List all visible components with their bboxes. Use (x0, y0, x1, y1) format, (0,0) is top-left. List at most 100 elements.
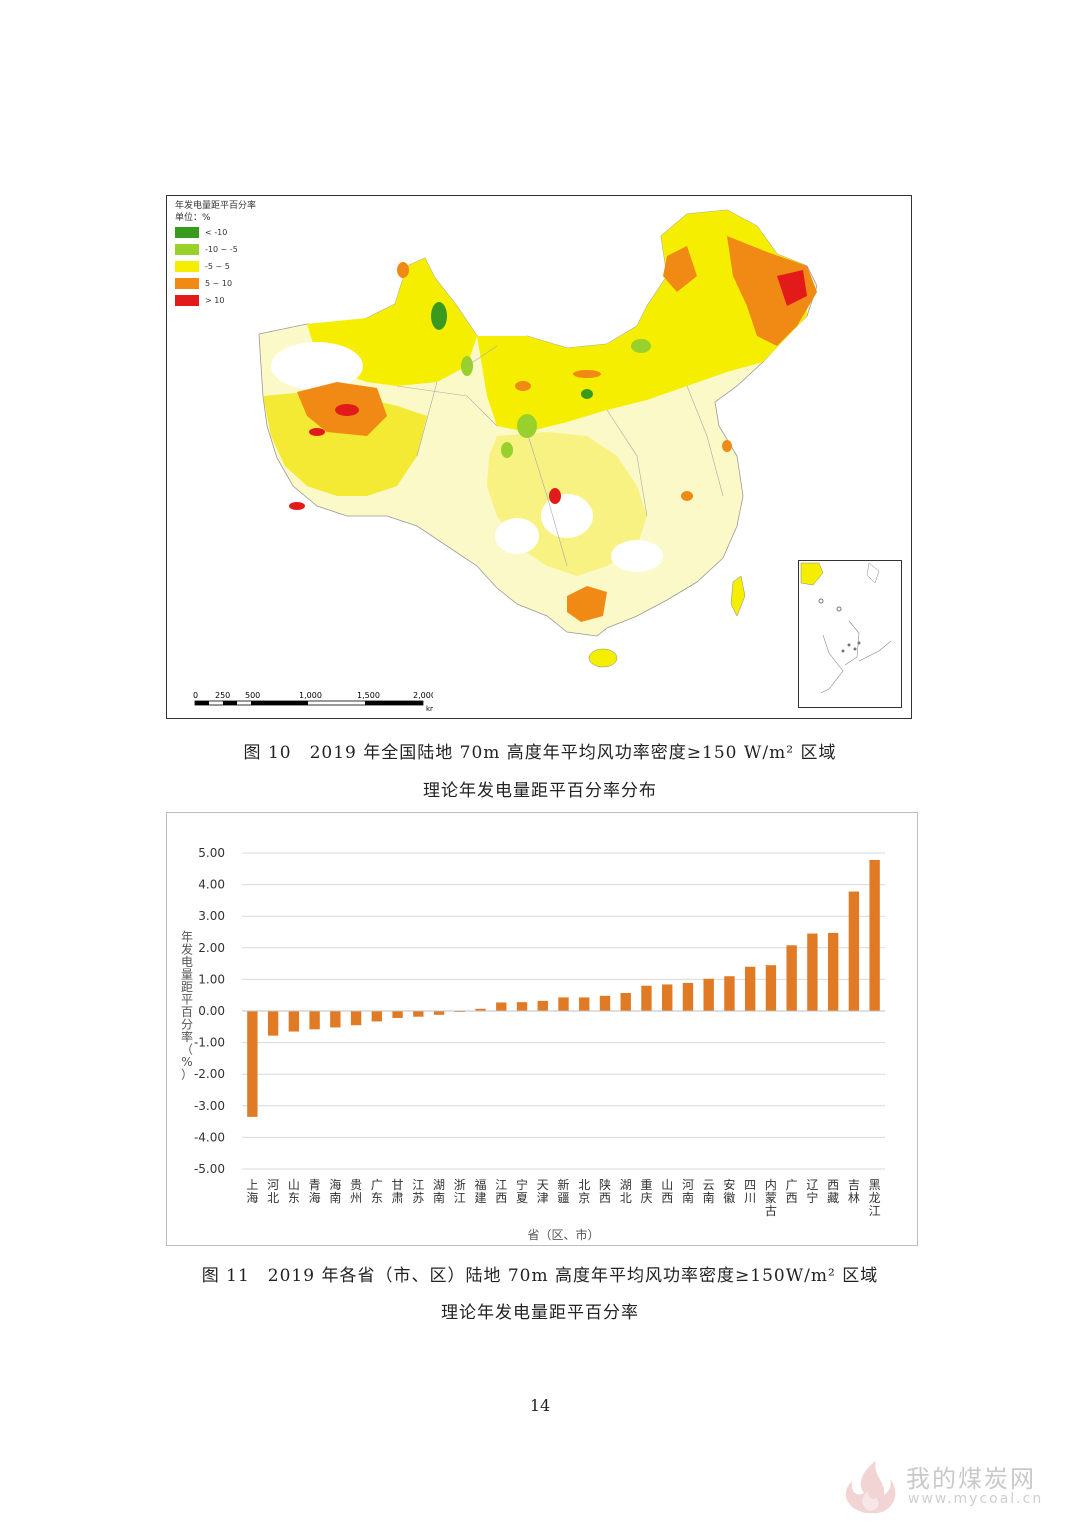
legend-label: < -10 (205, 227, 228, 237)
bar (765, 965, 777, 1011)
x-category-label: 甘肃 (392, 1178, 404, 1205)
x-category-label: 安徽 (723, 1177, 735, 1205)
x-category-label: 山东 (288, 1178, 300, 1205)
bar (350, 1011, 362, 1026)
bar (744, 966, 756, 1011)
x-category-label: 浙江 (454, 1178, 466, 1205)
x-category-label: 福建 (475, 1177, 487, 1205)
x-category-label: 西藏 (827, 1178, 839, 1205)
x-category-label: 吉林 (848, 1178, 860, 1205)
x-category-label: 江西 (495, 1178, 507, 1205)
y-tick-label: -3.00 (194, 1099, 225, 1113)
bar (807, 933, 818, 1011)
scale-bar-graphic: 0 250 500 1,000 1,500 2,000 km (193, 691, 433, 713)
bar (599, 995, 611, 1011)
scale-tick-label: 0 (193, 691, 198, 700)
scale-tick-label: 250 (215, 691, 230, 700)
x-category-label: 湖北 (620, 1177, 632, 1205)
map-legend: 年发电量距平百分率 单位：% < -10 -10 ~ -5 -5 ~ 5 5 ~… (175, 200, 256, 309)
scale-tick-label: 1,500 (357, 691, 380, 700)
y-tick-label: -1.00 (194, 1036, 225, 1050)
page-number: 14 (529, 1396, 551, 1415)
bar (641, 985, 652, 1011)
x-category-label: 河北 (267, 1178, 279, 1205)
legend-item: 5 ~ 10 (175, 275, 256, 292)
x-category-label: 广西 (786, 1178, 798, 1205)
bar (537, 1000, 548, 1011)
y-tick-label: 2.00 (198, 941, 225, 955)
x-category-label: 广东 (371, 1178, 383, 1205)
figure-11-caption-line1: 图 11 2019 年各省（市、区）陆地 70m 高度年平均风功率密度≥150W… (201, 1266, 879, 1286)
bar (309, 1011, 320, 1030)
x-category-label: 贵州 (350, 1178, 362, 1205)
y-tick-label: 5.00 (198, 846, 225, 860)
y-tick-label: -4.00 (194, 1130, 225, 1144)
x-category-label: 内蒙古 (765, 1178, 777, 1218)
legend-label: -10 ~ -5 (205, 244, 238, 254)
y-tick-label: 3.00 (198, 909, 225, 923)
y-tick-label: -5.00 (194, 1162, 225, 1176)
y-tick-label: -2.00 (194, 1067, 225, 1081)
legend-unit: 单位：% (175, 213, 211, 223)
bar (662, 984, 673, 1011)
x-category-label: 湖南 (433, 1177, 445, 1205)
legend-swatch (175, 244, 199, 255)
figure-11-caption-line2: 理论年发电量距平百分率 (441, 1303, 639, 1323)
bar (330, 1011, 341, 1028)
china-map-graphic (258, 209, 818, 668)
legend-title: 年发电量距平百分率 (175, 201, 257, 211)
bar (558, 997, 569, 1011)
bar (848, 891, 860, 1011)
x-category-label: 新疆 (557, 1177, 569, 1205)
y-tick-label: 4.00 (198, 878, 225, 892)
flame-logo-icon (845, 1461, 896, 1513)
figure-10-caption-line2: 理论年发电量距平百分率分布 (423, 781, 657, 801)
watermark-name: 我的煤炭网 (906, 1465, 1036, 1493)
scale-bar: 0 250 500 1,000 1,500 2,000 km (193, 690, 433, 714)
bar (433, 1011, 445, 1015)
province-bar-chart: 5.00 4.00 3.00 2.00 1.00 0.00 -1.00 -2.00 -3.00 -… (166, 812, 918, 1246)
legend-label: -5 ~ 5 (205, 261, 230, 271)
legend-item: -5 ~ 5 (175, 258, 256, 275)
legend-swatch (175, 227, 199, 238)
x-category-label: 北京 (578, 1178, 590, 1205)
x-category-label: 天津 (537, 1178, 549, 1205)
bar (516, 1002, 528, 1011)
bar (827, 932, 839, 1011)
x-category-label: 宁夏 (516, 1177, 528, 1205)
scale-unit: km (426, 705, 433, 713)
x-category-label: 四川 (744, 1178, 756, 1205)
legend-swatch (175, 295, 199, 306)
scale-tick-label: 2,000 (413, 691, 433, 700)
watermark-url: www.mycoal.cn (908, 1491, 1044, 1507)
x-category-label: 上海 (246, 1178, 258, 1205)
x-category-label: 云南 (703, 1178, 715, 1205)
legend-item: > 10 (175, 292, 256, 309)
inset-map-graphic (800, 562, 892, 694)
bar (247, 1011, 258, 1117)
y-tick-label: 0.00 (198, 1004, 225, 1018)
x-category-label: 重庆 (640, 1178, 652, 1205)
x-category-label: 江苏 (412, 1178, 424, 1205)
legend-swatch (175, 278, 199, 289)
bar (620, 992, 631, 1011)
bar (475, 1008, 486, 1011)
bar-chart-svg: 5.00 4.00 3.00 2.00 1.00 0.00 -1.00 -2.00 -3.00 -… (181, 846, 885, 1242)
wind-power-map: 年发电量距平百分率 单位：% < -10 -10 ~ -5 -5 ~ 5 5 ~… (166, 195, 912, 719)
x-category-label: 河南 (682, 1178, 694, 1205)
x-axis-title: 省（区、市） (527, 1227, 599, 1242)
scale-tick-label: 1,000 (299, 691, 322, 700)
x-category-label: 陕西 (599, 1177, 611, 1205)
x-category-label: 辽宁 (806, 1178, 818, 1205)
x-category-label: 海南 (329, 1177, 341, 1205)
scale-tick-label: 500 (245, 691, 260, 700)
bar (682, 982, 694, 1011)
watermark: 我的煤炭网 www.mycoal.cn (836, 1453, 1072, 1519)
legend-swatch (175, 261, 199, 272)
legend-item: -10 ~ -5 (175, 241, 256, 258)
x-category-label: 青海 (309, 1178, 321, 1205)
y-axis-title: 年发电量距平百分率（%） (181, 930, 193, 1082)
bar (267, 1011, 279, 1036)
figure-10-caption-line1: 图 10 2019 年全国陆地 70m 高度年平均风功率密度≥150 W/m² … (243, 743, 837, 763)
bar (724, 976, 735, 1011)
